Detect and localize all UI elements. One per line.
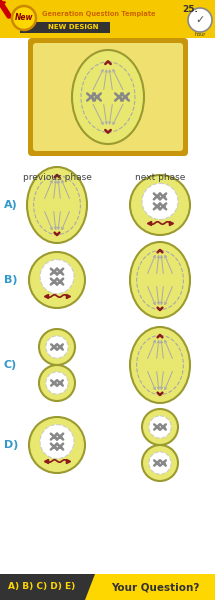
FancyBboxPatch shape [28,38,188,156]
Polygon shape [0,574,95,600]
Text: A) B) C) D) E): A) B) C) D) E) [8,583,76,592]
Ellipse shape [27,167,87,243]
Circle shape [142,445,178,481]
Circle shape [149,452,171,474]
Circle shape [40,425,74,458]
Circle shape [40,260,74,293]
FancyBboxPatch shape [20,22,110,33]
Circle shape [188,8,212,32]
FancyBboxPatch shape [33,43,183,151]
Circle shape [29,252,85,308]
Text: 25.: 25. [182,5,198,14]
Circle shape [46,372,68,394]
Circle shape [142,184,178,220]
Circle shape [39,329,75,365]
Text: Your Question?: Your Question? [111,582,199,592]
Circle shape [29,417,85,473]
Ellipse shape [130,327,190,403]
FancyBboxPatch shape [0,0,215,38]
Text: C): C) [4,360,17,370]
Circle shape [39,365,75,401]
Ellipse shape [130,242,190,318]
Text: hour: hour [194,31,206,37]
Text: New: New [15,13,33,22]
Circle shape [149,416,171,438]
Text: A): A) [4,200,18,210]
Text: Generation Question Template: Generation Question Template [42,11,155,17]
FancyBboxPatch shape [0,574,215,600]
Circle shape [142,409,178,445]
Text: D): D) [4,440,18,450]
Circle shape [130,175,190,235]
Circle shape [12,6,36,30]
Text: next phase: next phase [135,173,185,182]
Text: NEW DESIGN: NEW DESIGN [48,24,98,30]
Text: B): B) [4,275,17,285]
Text: previous phase: previous phase [23,173,91,182]
Ellipse shape [72,50,144,144]
Circle shape [46,336,68,358]
Text: ✓: ✓ [195,15,205,25]
